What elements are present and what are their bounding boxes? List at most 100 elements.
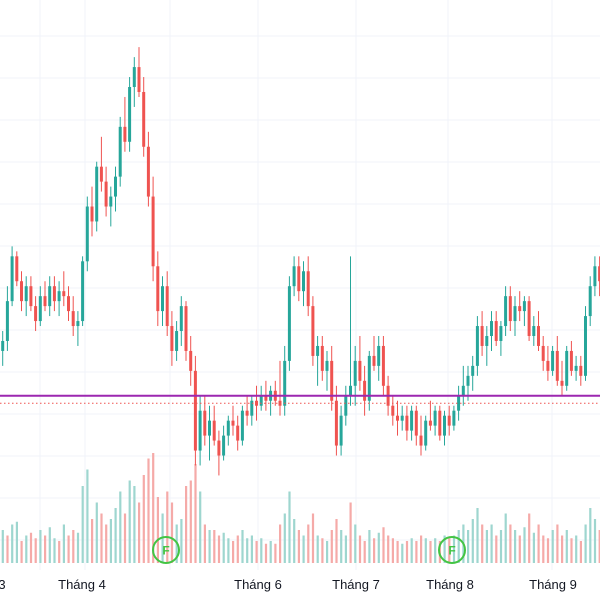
candle xyxy=(189,336,193,386)
volume-bar xyxy=(297,530,300,563)
price-candles xyxy=(1,47,600,476)
candle-body xyxy=(349,385,352,396)
candle xyxy=(400,405,404,431)
x-tick-label: Tháng 8 xyxy=(426,577,474,592)
candle-body xyxy=(316,345,320,356)
candle-body xyxy=(292,266,296,287)
volume-bar xyxy=(377,532,380,563)
volume-bar xyxy=(349,502,352,563)
candle xyxy=(245,395,249,426)
candle xyxy=(90,186,94,237)
flag-marker: F xyxy=(438,536,466,564)
candle-body xyxy=(396,415,399,421)
volume-bar xyxy=(307,524,310,563)
volume-bar xyxy=(203,524,206,563)
candle xyxy=(161,276,164,327)
volume-bar xyxy=(76,532,80,563)
candle xyxy=(452,405,456,431)
volume-bar xyxy=(236,535,239,563)
x-tick-label: Tháng 6 xyxy=(234,577,282,592)
volume-bar xyxy=(575,535,578,563)
volume-bar xyxy=(15,521,18,563)
candle-body xyxy=(438,410,442,436)
x-tick-label: 3 xyxy=(0,577,6,592)
candle xyxy=(569,340,573,376)
candle xyxy=(38,286,42,327)
candle xyxy=(193,355,197,466)
candle xyxy=(349,256,352,406)
candle xyxy=(584,306,587,381)
candle xyxy=(396,400,399,436)
volume-bar xyxy=(335,519,338,563)
volume-bar xyxy=(222,532,225,563)
candle-body xyxy=(104,181,108,207)
candle xyxy=(513,296,517,336)
candle-body xyxy=(471,365,475,376)
candle-body xyxy=(146,146,150,197)
candle-body xyxy=(334,400,338,446)
volume-bar xyxy=(166,491,169,563)
candle xyxy=(179,296,183,346)
candle xyxy=(24,276,28,317)
candle-body xyxy=(236,425,240,441)
volume-bar xyxy=(250,535,253,563)
volume-bar xyxy=(48,527,51,563)
candle-body xyxy=(452,410,456,426)
volume-bar xyxy=(499,530,503,563)
candle-body xyxy=(193,370,197,451)
volume-bar xyxy=(387,535,390,563)
volume-bar xyxy=(152,453,155,563)
candle-body xyxy=(475,326,479,366)
volume-bar xyxy=(241,530,244,563)
candle-body xyxy=(311,306,315,356)
candle xyxy=(81,256,85,327)
candle-body xyxy=(128,87,132,142)
candle-body xyxy=(508,296,512,322)
volume-bar xyxy=(194,464,197,563)
candle xyxy=(175,321,179,361)
candle-body xyxy=(283,360,287,406)
volume-bar xyxy=(457,530,460,563)
candle xyxy=(151,176,155,282)
volume-bar xyxy=(340,530,343,563)
candle xyxy=(137,47,141,97)
candle-body xyxy=(419,435,423,446)
candle-body xyxy=(551,350,555,371)
candle-body xyxy=(203,410,207,436)
candle xyxy=(438,405,442,441)
candle-body xyxy=(461,385,465,396)
candle-body xyxy=(447,415,451,426)
candle-body xyxy=(504,296,508,327)
volume-bar xyxy=(443,535,446,563)
candle-body xyxy=(170,326,174,351)
volume-bar xyxy=(485,530,488,563)
candle-body xyxy=(367,355,371,401)
candle-body xyxy=(518,306,522,312)
volume-bar xyxy=(128,480,131,563)
candle-body xyxy=(165,286,169,327)
candle xyxy=(217,430,221,476)
volume-bar xyxy=(264,543,268,563)
candle xyxy=(208,405,211,461)
candle-body xyxy=(344,395,348,416)
candle xyxy=(118,116,122,187)
candle-body xyxy=(391,405,395,416)
candle xyxy=(433,405,437,436)
volume-bar xyxy=(133,486,136,563)
volume-bar xyxy=(217,535,221,563)
candle-body xyxy=(330,360,334,401)
candle xyxy=(142,77,146,157)
candle-body xyxy=(67,296,70,312)
candle xyxy=(85,196,89,272)
candle xyxy=(203,395,207,446)
volume-bar xyxy=(391,538,394,563)
candle xyxy=(198,395,202,466)
volume-bar xyxy=(44,535,47,563)
volume-bar xyxy=(142,475,145,563)
candle xyxy=(95,161,99,232)
volume-bar xyxy=(565,530,568,563)
candle-body xyxy=(593,266,597,287)
candle-body xyxy=(588,286,592,317)
candle xyxy=(273,380,277,406)
